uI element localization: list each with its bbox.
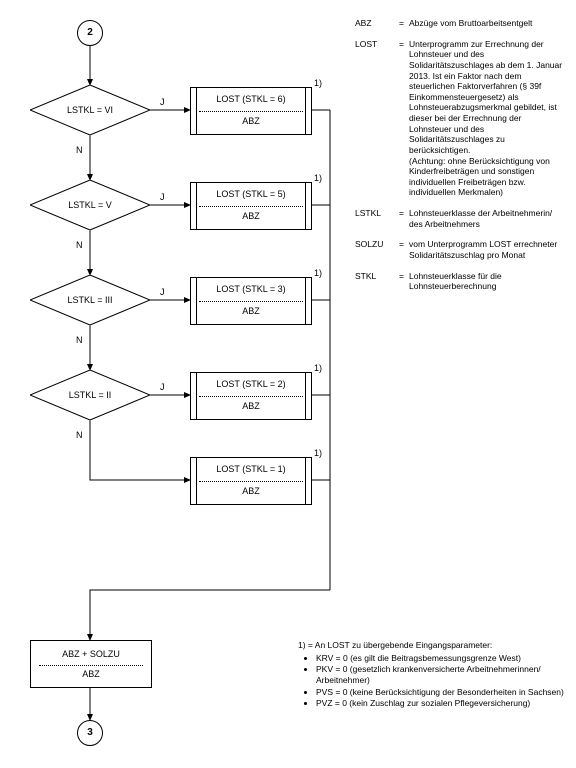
decision-lstkl-2: LSTKL = II (30, 370, 150, 420)
connector-bottom-label: 3 (87, 727, 93, 738)
edge-n: N (76, 430, 83, 440)
final-top: ABZ + SOLZU (36, 649, 146, 659)
legend-term: ABZ (355, 18, 399, 29)
note-1: 1) (314, 173, 322, 183)
decision-label: LSTKL = III (68, 295, 113, 305)
legend: ABZ = Abzüge vom Bruttoarbeitsentgelt LO… (355, 18, 565, 302)
footnote-lead: 1) = An LOST zu übergebende Eingangspara… (298, 640, 568, 651)
legend-term: LOST (355, 39, 399, 198)
decision-label: LSTKL = II (69, 390, 111, 400)
footnote-item: PKV = 0 (gesetzlich krankenversicherte A… (316, 664, 568, 685)
legend-eq: = (399, 271, 409, 292)
footnote: 1) = An LOST zu übergebende Eingangspara… (298, 640, 568, 710)
edge-j: J (160, 382, 165, 392)
process-final: ABZ + SOLZU ABZ (30, 640, 152, 688)
proc-top: LOST (STKL = 1) (199, 464, 303, 474)
edge-j: J (160, 192, 165, 202)
note-1: 1) (314, 448, 322, 458)
proc-bottom: ABZ (199, 401, 303, 411)
process-lost-1: LOST (STKL = 1) ABZ (190, 457, 312, 505)
process-lost-2: LOST (STKL = 2) ABZ (190, 372, 312, 420)
footnote-item: KRV = 0 (es gilt die Beitragsbemessungsg… (316, 653, 568, 664)
edge-n: N (76, 240, 83, 250)
legend-eq: = (399, 239, 409, 260)
proc-top: LOST (STKL = 6) (199, 94, 303, 104)
legend-term: SOLZU (355, 239, 399, 260)
final-bottom: ABZ (36, 669, 146, 679)
process-lost-5: LOST (STKL = 5) ABZ (190, 182, 312, 230)
process-lost-6: LOST (STKL = 6) ABZ (190, 87, 312, 135)
legend-eq: = (399, 39, 409, 198)
legend-row: LOST = Unterprogramm zur Errechnung der … (355, 39, 565, 198)
legend-def: Lohnsteuerklasse der Arbeitnehmerin/ des… (409, 208, 565, 229)
proc-bottom: ABZ (199, 211, 303, 221)
legend-eq: = (399, 208, 409, 229)
decision-label: LSTKL = V (68, 200, 111, 210)
proc-top: LOST (STKL = 5) (199, 189, 303, 199)
legend-row: LSTKL = Lohnsteuerklasse der Arbeitnehme… (355, 208, 565, 229)
legend-def: Abzüge vom Bruttoarbeitsentgelt (409, 18, 565, 29)
note-1: 1) (314, 78, 322, 88)
footnote-list: KRV = 0 (es gilt die Beitragsbemessungsg… (298, 653, 568, 709)
legend-row: SOLZU = vom Unterprogramm LOST errechnet… (355, 239, 565, 260)
proc-bottom: ABZ (199, 116, 303, 126)
legend-def: Lohnsteuerklasse für die Lohnsteuerberec… (409, 271, 565, 292)
proc-top: LOST (STKL = 2) (199, 379, 303, 389)
decision-lstkl-6: LSTKL = VI (30, 85, 150, 135)
edge-n: N (76, 145, 83, 155)
proc-bottom: ABZ (199, 486, 303, 496)
proc-top: LOST (STKL = 3) (199, 284, 303, 294)
legend-term: LSTKL (355, 208, 399, 229)
legend-def: Unterprogramm zur Errechnung der Lohnste… (409, 39, 565, 198)
legend-def: vom Unterprogramm LOST errechneter Solid… (409, 239, 565, 260)
edge-j: J (160, 97, 165, 107)
note-1: 1) (314, 363, 322, 373)
footnote-item: PVZ = 0 (kein Zuschlag zur sozialen Pfle… (316, 698, 568, 709)
legend-term: STKL (355, 271, 399, 292)
legend-row: STKL = Lohnsteuerklasse für die Lohnsteu… (355, 271, 565, 292)
proc-bottom: ABZ (199, 306, 303, 316)
footnote-item: PVS = 0 (keine Berücksichtigung der Beso… (316, 687, 568, 698)
legend-eq: = (399, 18, 409, 29)
decision-lstkl-3: LSTKL = III (30, 275, 150, 325)
decision-label: LSTKL = VI (67, 105, 113, 115)
connector-bottom: 3 (77, 720, 103, 746)
process-lost-3: LOST (STKL = 3) ABZ (190, 277, 312, 325)
connector-top: 2 (77, 20, 103, 46)
note-1: 1) (314, 268, 322, 278)
edge-j: J (160, 287, 165, 297)
edge-n: N (76, 335, 83, 345)
connector-top-label: 2 (87, 27, 93, 38)
legend-row: ABZ = Abzüge vom Bruttoarbeitsentgelt (355, 18, 565, 29)
decision-lstkl-5: LSTKL = V (30, 180, 150, 230)
